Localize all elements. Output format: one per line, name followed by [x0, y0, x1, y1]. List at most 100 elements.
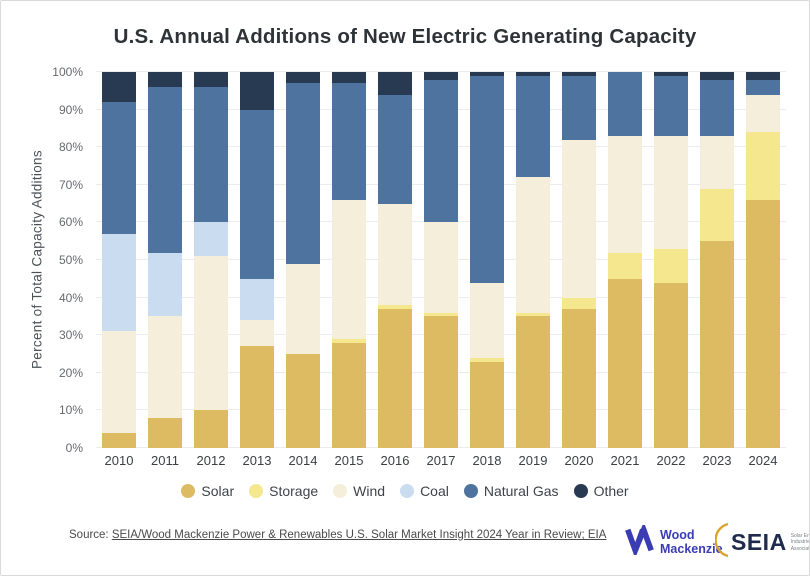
- segment-2019-other: [516, 72, 550, 76]
- segment-2021-natural-gas: [608, 72, 642, 136]
- legend: Solar Storage Wind Coal Natural Gas Other: [1, 483, 809, 499]
- bar-slot-2020: [556, 72, 602, 448]
- segment-2020-solar: [562, 308, 596, 448]
- wood-mackenzie-icon: [624, 521, 654, 560]
- segment-2023-solar: [700, 241, 734, 448]
- legend-swatch-coal: [400, 484, 415, 498]
- bar-slot-2023: [694, 72, 740, 448]
- segment-2015-wind: [332, 199, 366, 339]
- y-tick-80: 80%: [58, 140, 83, 155]
- stacked-bar-2018: [470, 72, 504, 448]
- x-label-2015: 2015: [334, 453, 364, 468]
- bar-slot-2013: [234, 72, 280, 448]
- y-tick-100: 100%: [52, 65, 83, 79]
- source-link[interactable]: SEIA/Wood Mackenzie Power & Renewables U…: [111, 529, 607, 541]
- bar-slot-2024: [740, 72, 786, 448]
- segment-2018-wind: [470, 282, 504, 358]
- segment-2013-solar: [240, 346, 274, 448]
- y-axis-ticks: 0% 10% 20% 30% 40% 50% 60% 70% 80% 90% 100%: [43, 65, 89, 455]
- y-tick-10: 10%: [58, 403, 83, 418]
- segment-2022-solar: [654, 282, 688, 448]
- legend-item-natural-gas: Natural Gas: [463, 483, 559, 499]
- legend-item-other: Other: [573, 483, 629, 499]
- segment-2011-wind: [148, 316, 182, 418]
- y-tick-0: 0%: [65, 441, 83, 455]
- segment-2021-solar: [608, 278, 642, 448]
- segment-2016-wind: [378, 203, 412, 306]
- segment-2023-wind: [700, 135, 734, 189]
- seia-tagline-line3: Association®: [790, 545, 810, 552]
- segment-2019-wind: [516, 177, 550, 313]
- bar-slot-2021: [602, 72, 648, 448]
- segment-2014-solar: [286, 354, 320, 448]
- segment-2015-natural-gas: [332, 83, 366, 200]
- stacked-bar-2011: [148, 72, 182, 448]
- segment-2012-solar: [194, 410, 228, 448]
- segment-2012-other: [194, 72, 228, 88]
- segment-2014-wind: [286, 263, 320, 354]
- stacked-bar-2024: [746, 72, 780, 448]
- segment-2023-storage: [700, 188, 734, 242]
- stacked-bar-2015: [332, 72, 366, 448]
- x-label-2019: 2019: [518, 453, 548, 468]
- segment-2021-wind: [608, 135, 642, 253]
- seia-tagline-line1: Solar Energy: [790, 533, 810, 540]
- x-label-2010: 2010: [104, 453, 134, 468]
- segment-2024-solar: [746, 199, 780, 448]
- legend-item-coal: Coal: [400, 483, 449, 499]
- segment-2024-other: [746, 72, 780, 80]
- legend-swatch-storage: [249, 484, 264, 498]
- segment-2018-storage: [470, 357, 504, 362]
- segment-2013-wind: [240, 320, 274, 347]
- woodmac-line2: Mackenzie: [660, 541, 723, 556]
- x-label-2018: 2018: [472, 453, 502, 468]
- stacked-bar-2017: [424, 72, 458, 448]
- stacked-bar-2012: [194, 72, 228, 448]
- segment-2024-storage: [746, 132, 780, 200]
- segment-2020-other: [562, 72, 596, 76]
- x-label-2012: 2012: [196, 453, 226, 468]
- stacked-bar-2016: [378, 72, 412, 448]
- segment-2015-other: [332, 72, 366, 84]
- legend-item-solar: Solar: [181, 483, 234, 499]
- segment-2012-wind: [194, 256, 228, 411]
- stacked-bar-2014: [286, 72, 320, 448]
- legend-label-storage: Storage: [269, 483, 319, 499]
- x-label-2023: 2023: [702, 453, 732, 468]
- segment-2016-natural-gas: [378, 94, 412, 204]
- legend-label-wind: Wind: [353, 483, 386, 499]
- seia-logo: SEIA Solar Energy Industries Association…: [714, 522, 810, 563]
- segment-2011-natural-gas: [148, 87, 182, 253]
- stacked-bar-2013: [240, 72, 274, 448]
- segment-2012-natural-gas: [194, 87, 228, 223]
- chart-title: U.S. Annual Additions of New Electric Ge…: [113, 25, 697, 48]
- y-tick-50: 50%: [58, 253, 83, 267]
- segment-2011-solar: [148, 417, 182, 448]
- segment-2010-natural-gas: [102, 102, 136, 234]
- x-label-2016: 2016: [380, 453, 410, 468]
- x-label-2011: 2011: [151, 453, 179, 468]
- segment-2017-wind: [424, 222, 458, 313]
- y-tick-60: 60%: [58, 215, 83, 230]
- seia-wordmark: SEIA: [731, 529, 787, 555]
- segment-2022-natural-gas: [654, 75, 688, 136]
- segment-2014-other: [286, 72, 320, 84]
- y-tick-30: 30%: [58, 328, 83, 343]
- wood-mackenzie-wordmark: Wood Mackenzie: [660, 528, 723, 556]
- segment-2024-natural-gas: [746, 79, 780, 95]
- segment-2012-coal: [194, 222, 228, 257]
- legend-label-coal: Coal: [420, 483, 449, 499]
- stacked-bar-2022: [654, 72, 688, 448]
- bar-slot-2015: [326, 72, 372, 448]
- x-label-2020: 2020: [564, 453, 594, 468]
- segment-2018-solar: [470, 361, 504, 448]
- x-label-2017: 2017: [426, 453, 456, 468]
- segment-2020-storage: [562, 297, 596, 309]
- y-tick-90: 90%: [58, 102, 83, 117]
- y-tick-70: 70%: [58, 177, 83, 192]
- woodmac-line1: Wood: [660, 528, 695, 543]
- x-label-2024: 2024: [748, 453, 778, 468]
- stacked-bar-2023: [700, 72, 734, 448]
- segment-2019-solar: [516, 316, 550, 448]
